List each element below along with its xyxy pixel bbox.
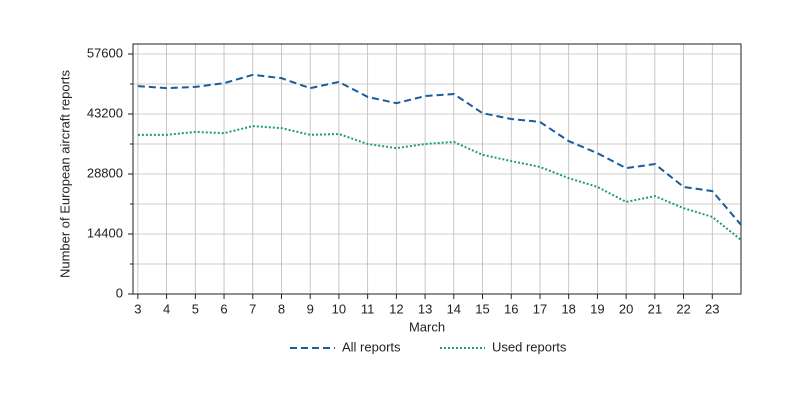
x-axis-label: March [409, 319, 445, 334]
y-tick-label: 43200 [87, 105, 123, 120]
y-axis-label: Number of European aircraft reports [57, 69, 72, 278]
x-tick-label: 4 [163, 301, 170, 316]
legend-label: Used reports [492, 339, 567, 354]
x-tick-label: 21 [648, 301, 662, 316]
plot-frame [132, 43, 742, 295]
x-tick-label: 10 [332, 301, 346, 316]
x-tick-label: 17 [533, 301, 547, 316]
x-tick-label: 11 [361, 301, 375, 316]
x-tick-label: 15 [475, 301, 489, 316]
x-tick-label: 13 [418, 301, 432, 316]
y-tick-label: 28800 [87, 165, 123, 180]
x-tick-label: 20 [619, 301, 633, 316]
x-tick-label: 8 [278, 301, 285, 316]
data-line [137, 125, 742, 241]
x-tick-label: 18 [561, 301, 575, 316]
x-tick-label: 6 [220, 301, 227, 316]
x-tick-label: 19 [590, 301, 604, 316]
x-tick-label: 23 [705, 301, 719, 316]
x-tick-label: 16 [504, 301, 518, 316]
x-tick-label: 7 [249, 301, 256, 316]
x-tick-label: 14 [447, 301, 461, 316]
x-tick-label: 9 [307, 301, 314, 316]
x-tick-label: 3 [134, 301, 141, 316]
x-tick-label: 22 [676, 301, 690, 316]
y-tick-label: 57600 [87, 45, 123, 60]
legend-label: All reports [342, 339, 401, 354]
y-tick-label: 14400 [87, 225, 123, 240]
y-tick-label: 0 [116, 285, 123, 300]
x-tick-label: 5 [192, 301, 199, 316]
data-line [137, 73, 742, 226]
x-tick-label: 12 [389, 301, 403, 316]
